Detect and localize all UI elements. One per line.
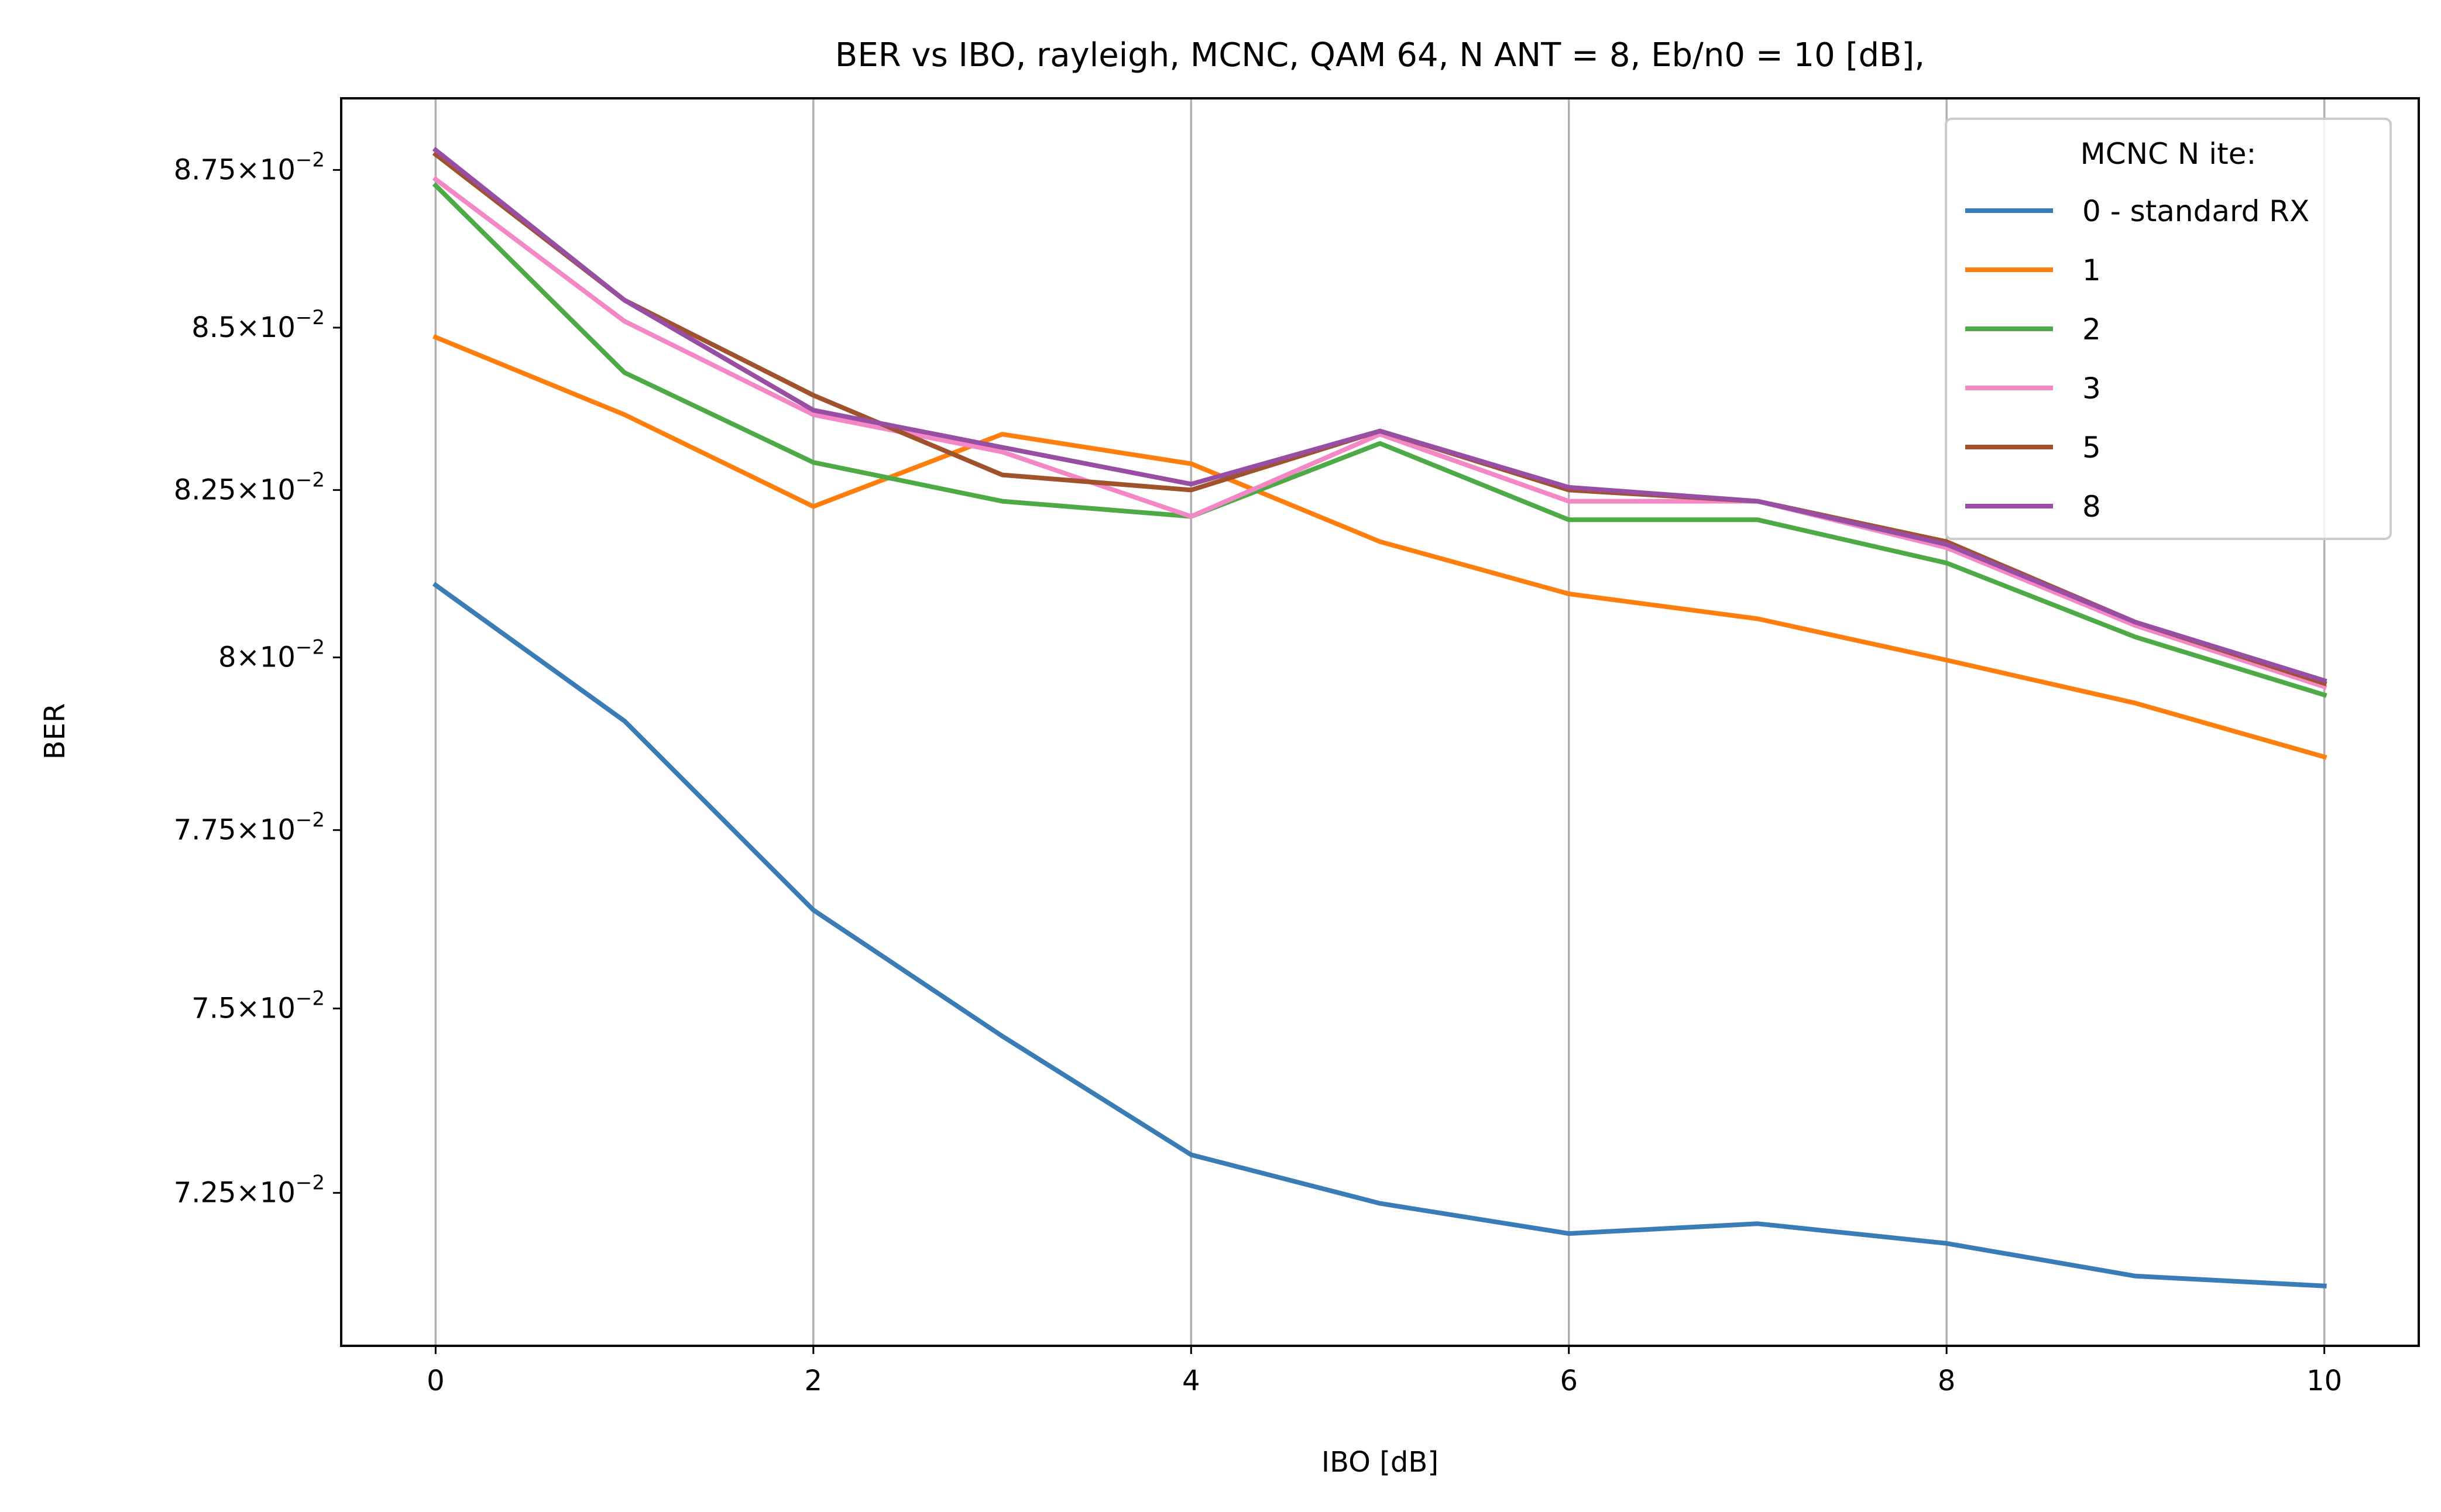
legend: MCNC N ite: 0 - standard RX 1 2 3 5 8: [1945, 118, 2392, 540]
y-tick-label: 8.25×10−2: [174, 468, 325, 506]
legend-entries: 0 - standard RX 1 2 3 5 8: [1965, 194, 2309, 524]
x-tick-label: 6: [1560, 1365, 1578, 1397]
x-tick-label: 2: [805, 1365, 823, 1397]
x-tick-label: 4: [1182, 1365, 1200, 1397]
y-tick-label: 8.75×10−2: [174, 148, 325, 186]
x-tick-label: 0: [427, 1365, 445, 1397]
x-axis-ticks: 0 2 4 6 8 10: [427, 1346, 2342, 1397]
x-tick-label: 10: [2306, 1365, 2342, 1397]
grid-lines: [434, 98, 2326, 1346]
y-axis-ticks: 7.25×10−2 7.5×10−2 7.75×10−2 8×10−2 8.25×10−…: [174, 148, 341, 1209]
series-line-8: [432, 146, 2327, 684]
x-axis-label: IBO [dB]: [1321, 1446, 1438, 1479]
y-tick-label: 8×10−2: [218, 635, 325, 673]
y-tick-label: 7.5×10−2: [191, 987, 325, 1025]
legend-label: 3: [2082, 372, 2101, 406]
series-line-2: [432, 182, 2327, 698]
series-line-3: [432, 176, 2327, 690]
legend-label: 8: [2082, 490, 2101, 524]
chart-title: BER vs IBO, rayleigh, MCNC, QAM 64, N AN…: [835, 36, 1925, 74]
legend-label: 2: [2082, 312, 2101, 346]
y-tick-label: 8.5×10−2: [191, 306, 325, 344]
plot-area-frame: [340, 97, 2420, 1347]
legend-label: 1: [2082, 253, 2101, 287]
legend-box: [1945, 118, 2392, 540]
legend-label: 0 - standard RX: [2082, 194, 2309, 228]
y-axis-label: BER: [39, 703, 71, 760]
y-tick-label: 7.75×10−2: [174, 809, 325, 847]
legend-label: 5: [2082, 431, 2101, 465]
legend-title: MCNC N ite:: [2080, 137, 2257, 171]
series-lines: [432, 146, 2327, 1288]
y-tick-label: 7.25×10−2: [174, 1171, 325, 1209]
series-line-1: [432, 334, 2327, 760]
series-line-0-standard-rx: [432, 582, 2327, 1288]
x-tick-label: 8: [1938, 1365, 1956, 1397]
